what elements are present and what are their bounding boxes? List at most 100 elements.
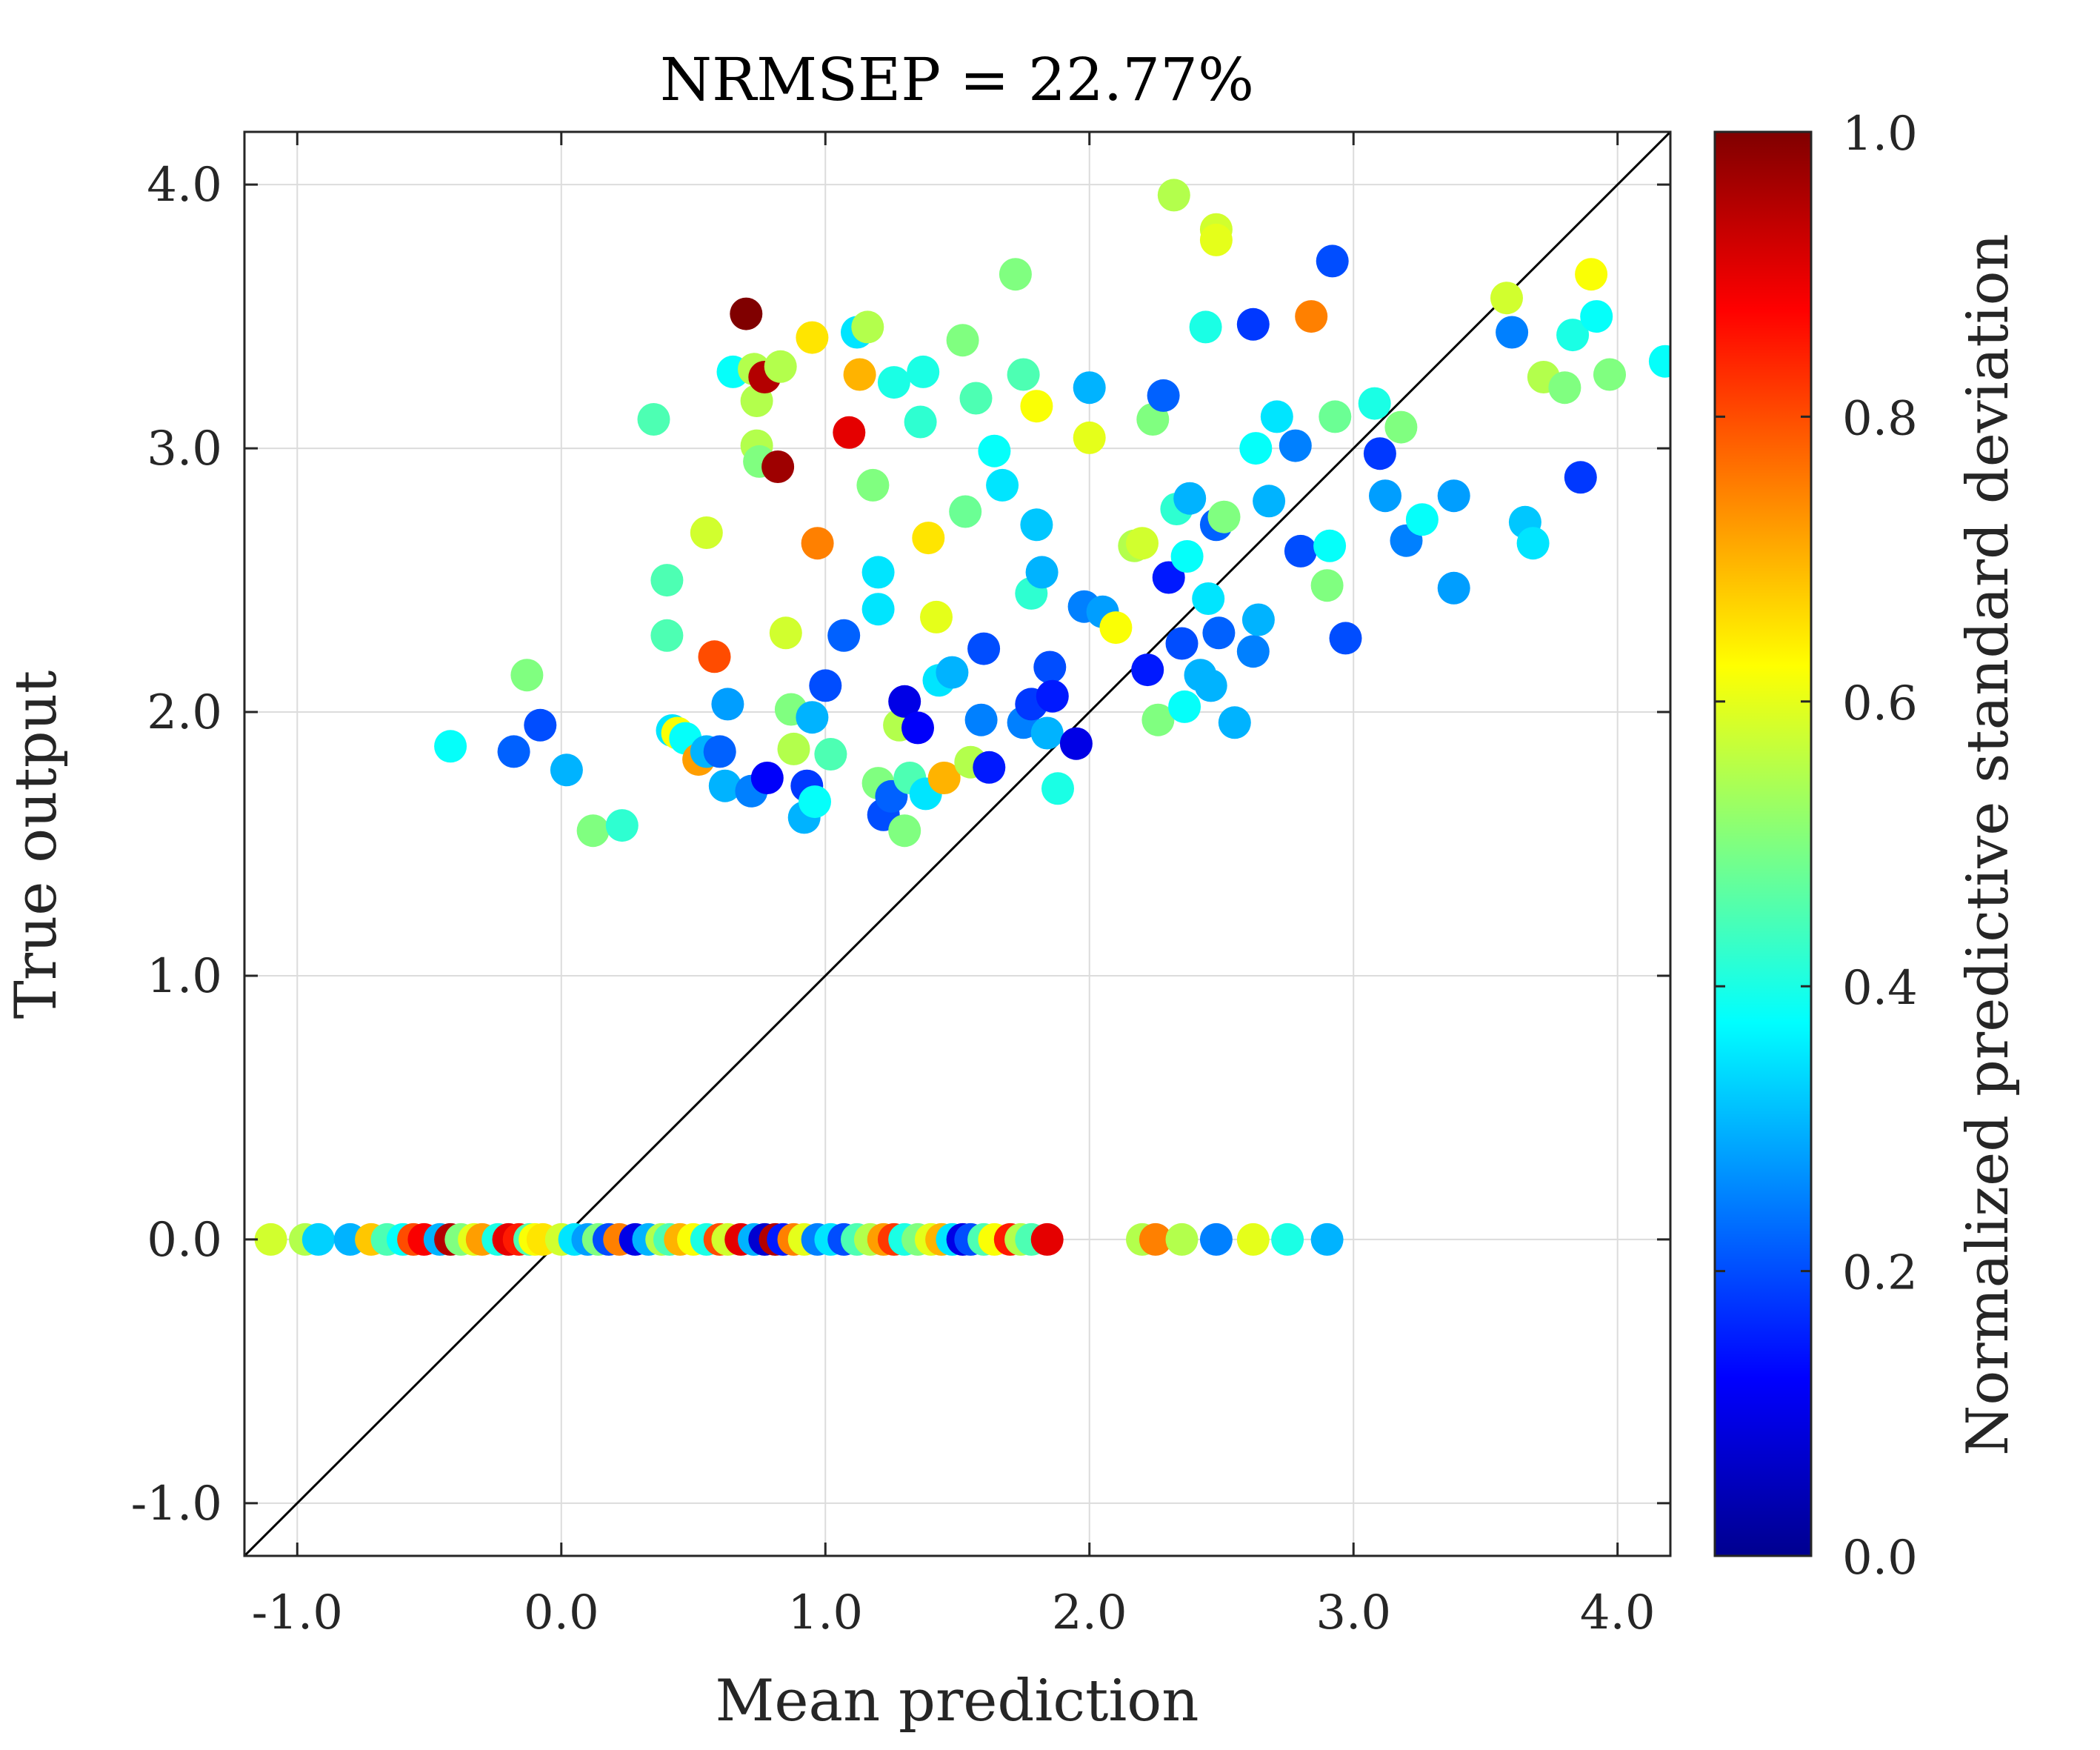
colorbar-ticks: 0.0 0.2 0.4 0.6 0.8 1.0 (1715, 107, 1918, 1586)
data-point (254, 1222, 287, 1256)
data-point (1384, 410, 1418, 444)
data-point (1099, 611, 1133, 645)
x-tick-label: -1.0 (252, 1586, 343, 1640)
data-point (1199, 1222, 1233, 1256)
data-point (1073, 371, 1106, 405)
data-point (1236, 635, 1270, 668)
y-axis-label: True output (3, 671, 70, 1019)
data-point (1648, 345, 1670, 378)
data-point (605, 809, 639, 842)
data-point (1313, 529, 1347, 562)
data-point (1575, 258, 1608, 291)
x-axis-label: Mean prediction (716, 1668, 1199, 1734)
data-point (698, 640, 731, 673)
data-point (1284, 534, 1317, 568)
data-point (1310, 1222, 1344, 1256)
data-point (843, 358, 876, 391)
data-point (1437, 479, 1470, 513)
data-point (1126, 527, 1159, 560)
data-point (799, 785, 831, 819)
data-point (1516, 527, 1550, 560)
data-point (1564, 461, 1597, 494)
data-point (1316, 244, 1349, 278)
data-point (1260, 400, 1293, 433)
data-point (1025, 556, 1059, 589)
data-point (1207, 500, 1241, 533)
data-point (946, 324, 979, 357)
data-point (1358, 387, 1391, 420)
data-point (1189, 310, 1222, 344)
data-point (920, 600, 953, 633)
colorbar-label: Normalized predictive standard deviation (1955, 233, 2021, 1456)
data-point (1548, 371, 1581, 405)
data-point (851, 310, 884, 344)
identity-line-group (244, 132, 1670, 1556)
data-point (949, 495, 982, 528)
data-point (524, 708, 557, 742)
data-point (936, 656, 969, 689)
data-point (1593, 358, 1626, 391)
identity-line (244, 132, 1670, 1556)
data-point (888, 814, 921, 848)
data-point (959, 382, 993, 415)
data-point (1329, 622, 1362, 655)
data-point (1202, 616, 1236, 650)
y-tick-label: 3.0 (147, 422, 222, 476)
colorbar-tick-label: 0.6 (1842, 676, 1918, 731)
data-point (434, 730, 467, 763)
data-point (1319, 400, 1352, 433)
data-point (1170, 540, 1204, 573)
data-point (1236, 307, 1270, 341)
data-point (912, 522, 945, 555)
colorbar-tick-label: 0.2 (1842, 1246, 1918, 1301)
data-point (1405, 503, 1439, 536)
data-point (764, 350, 797, 383)
data-point (1192, 582, 1225, 615)
data-point (1030, 1222, 1064, 1256)
data-point (1141, 703, 1175, 736)
data-point (1030, 716, 1064, 750)
data-point (927, 762, 961, 794)
data-point (1279, 429, 1312, 462)
data-point (1165, 627, 1199, 660)
x-tick-label: 2.0 (1052, 1586, 1127, 1640)
data-point (1020, 390, 1053, 423)
data-point (1157, 179, 1190, 212)
y-tick-label: 1.0 (147, 949, 222, 1004)
x-tick-label: 3.0 (1316, 1586, 1391, 1640)
data-point (1236, 1222, 1270, 1256)
data-point (973, 751, 1006, 784)
data-point (690, 516, 723, 549)
data-point (1437, 571, 1470, 605)
data-point (1580, 300, 1613, 333)
data-point (796, 321, 829, 354)
data-point (999, 258, 1032, 291)
data-point (1369, 479, 1401, 513)
data-point (1295, 300, 1328, 333)
data-point (750, 762, 784, 794)
data-points (254, 179, 1670, 1256)
data-point (730, 297, 763, 330)
data-point (650, 619, 684, 652)
colorbar-tick-label: 1.0 (1842, 107, 1918, 162)
data-point (901, 711, 934, 745)
data-point (1496, 316, 1529, 349)
data-point (1271, 1222, 1304, 1256)
data-point (796, 701, 829, 734)
data-point (1168, 690, 1201, 723)
data-point (1218, 706, 1251, 739)
data-point (964, 703, 998, 736)
y-tick-label: 4.0 (147, 158, 222, 213)
data-point (497, 735, 530, 768)
y-tick-label: 2.0 (147, 685, 222, 740)
data-point (1310, 569, 1344, 602)
data-point (708, 769, 741, 802)
data-point (1239, 432, 1273, 465)
data-point (888, 685, 921, 718)
data-point (550, 753, 583, 787)
data-point (978, 434, 1011, 468)
data-point (1073, 421, 1106, 454)
colorbar-tick-label: 0.0 (1842, 1531, 1918, 1586)
data-point (1007, 358, 1040, 391)
data-point (1363, 437, 1396, 470)
